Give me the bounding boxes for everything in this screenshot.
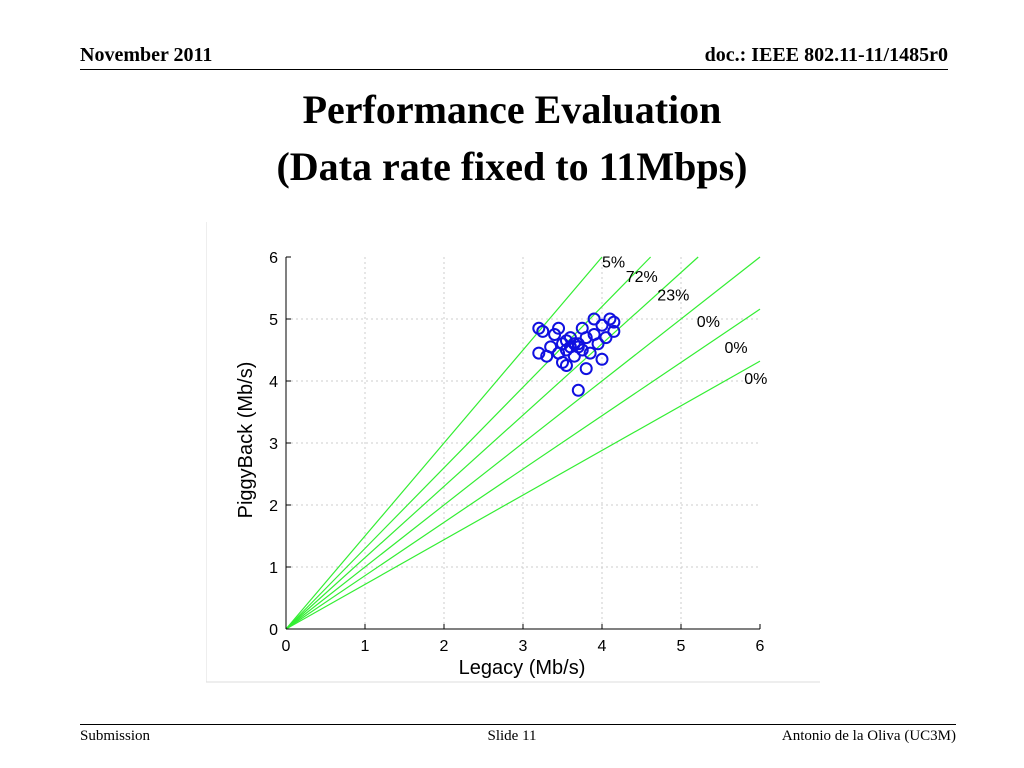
reference-line-label-5: 0% — [744, 371, 767, 388]
data-point — [583, 346, 597, 360]
y-tick-label: 0 — [269, 622, 278, 639]
data-point — [536, 324, 550, 338]
y-tick-label: 2 — [269, 498, 278, 515]
data-point — [552, 321, 566, 335]
header-divider — [80, 69, 948, 70]
data-point — [607, 315, 621, 329]
reference-line-5 — [285, 360, 761, 630]
y-tick-label: 6 — [269, 250, 278, 267]
data-point — [607, 324, 621, 338]
data-point — [575, 343, 589, 357]
x-tick-label: 2 — [440, 638, 449, 655]
data-point — [595, 318, 609, 332]
footer-submission: Submission — [80, 728, 151, 744]
header-doc-id: doc.: IEEE 802.11-11/1485r0 — [704, 44, 948, 66]
data-point — [579, 362, 593, 376]
data-point — [599, 331, 613, 345]
data-point — [559, 359, 573, 372]
data-point — [587, 312, 601, 326]
reference-line-1 — [285, 256, 652, 630]
data-point — [567, 337, 581, 351]
footer-slide-number: Slide 11 — [487, 728, 537, 744]
x-tick-label: 4 — [598, 638, 607, 655]
reference-line-0 — [285, 256, 603, 630]
reference-line-label-2: 23% — [657, 287, 689, 304]
data-point — [544, 340, 558, 354]
slide-title: Performance Evaluation — [302, 87, 722, 132]
x-tick-label: 3 — [519, 638, 528, 655]
footer-divider — [80, 724, 956, 725]
reference-line-label-0: 5% — [602, 255, 625, 272]
data-point — [579, 331, 593, 345]
reference-line-3 — [285, 256, 761, 630]
y-tick-label: 3 — [269, 436, 278, 453]
x-tick-label: 5 — [677, 638, 686, 655]
header-date: November 2011 — [80, 44, 213, 66]
reference-line-label-4: 0% — [724, 340, 747, 357]
x-tick-label: 6 — [756, 638, 765, 655]
data-point — [591, 337, 605, 351]
x-tick-label: 1 — [361, 638, 370, 655]
y-tick-label: 1 — [269, 560, 278, 577]
x-axis-label: Legacy (Mb/s) — [459, 657, 586, 679]
data-point — [595, 352, 609, 366]
x-tick-label: 0 — [282, 638, 291, 655]
reference-line-4 — [285, 308, 761, 630]
reference-line-2 — [285, 256, 699, 630]
footer-author: Antonio de la Oliva (UC3M) — [781, 728, 956, 744]
y-tick-label: 5 — [269, 312, 278, 329]
slide-subtitle: (Data rate fixed to 11Mbps) — [276, 144, 748, 189]
reference-line-label-3: 0% — [697, 314, 720, 331]
y-axis-label: PiggyBack (Mb/s) — [235, 362, 257, 519]
reference-line-label-1: 72% — [626, 269, 658, 286]
data-point — [571, 383, 585, 397]
y-tick-label: 4 — [269, 374, 278, 391]
data-point — [532, 346, 546, 360]
